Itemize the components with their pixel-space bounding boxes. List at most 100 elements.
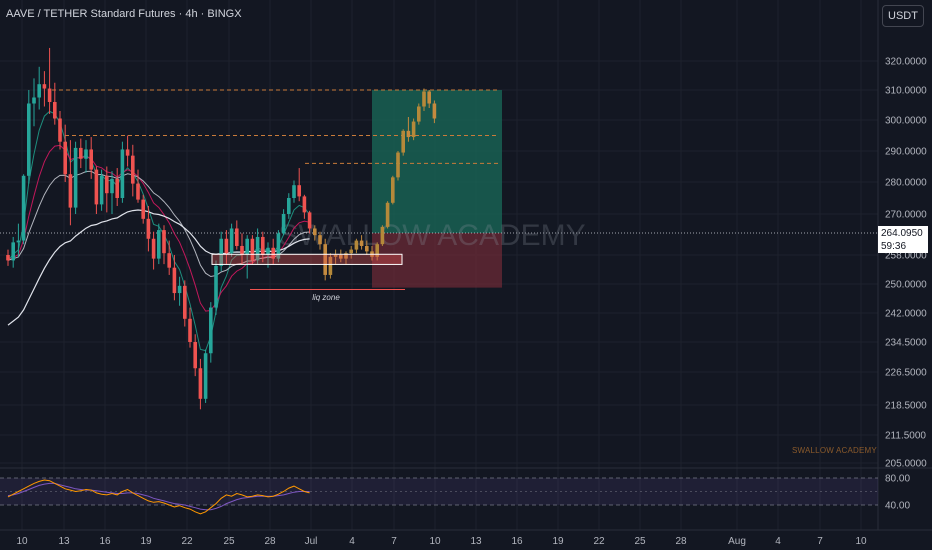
candle-body [219, 238, 223, 266]
candle-body [131, 155, 135, 184]
candle-body [183, 285, 187, 319]
candle-body [27, 103, 31, 176]
candle-body [281, 214, 286, 234]
candle-body [53, 102, 57, 119]
candle-body [297, 185, 301, 197]
price-tick-label: 242.0000 [885, 309, 927, 320]
time-tick-label: 10 [855, 536, 867, 547]
time-tick-label: 25 [223, 536, 235, 547]
last-price-value: 264.0950 [881, 228, 923, 239]
candle-body [157, 230, 161, 259]
candle-body [188, 318, 192, 342]
target-zone [372, 90, 502, 233]
time-tick-label: Jul [305, 536, 318, 547]
candle-body [89, 149, 93, 170]
price-tick-label: 218.5000 [885, 401, 927, 412]
candle-body [110, 178, 114, 194]
price-tick-label: 234.5000 [885, 338, 927, 349]
liq-zone-label: liq zone [312, 293, 340, 302]
candle-body [146, 218, 151, 239]
candle-body [58, 118, 62, 142]
candle-body [68, 174, 73, 208]
candle-body [73, 147, 78, 208]
time-tick-label: 25 [634, 536, 646, 547]
time-tick-label: 19 [552, 536, 564, 547]
projected-candle-body [365, 245, 369, 252]
projected-candle-body [328, 256, 333, 275]
projected-candle-body [318, 235, 322, 245]
candle-body [63, 141, 67, 175]
projected-candle-body [406, 130, 411, 138]
projected-candle-body [323, 244, 327, 275]
support-box [211, 253, 403, 265]
projected-candle-body [349, 249, 353, 254]
rsi-tick-label: 80.00 [885, 474, 910, 485]
candle-body [99, 175, 104, 205]
projected-candle-body [422, 91, 426, 107]
chart-title: AAVE / TETHER Standard Futures · 4h · BI… [6, 8, 242, 20]
candle-body [16, 240, 21, 243]
time-tick-label: 4 [349, 536, 355, 547]
price-tick-label: 270.0000 [885, 210, 927, 221]
candle-body [240, 245, 244, 255]
time-axis: 10 13 16 19 22 25 28 Jul 4 7 10 13 16 19 22 25 28 Aug 4 7 10 [0, 529, 932, 547]
projected-candle-body [396, 152, 400, 178]
candle-body [271, 247, 275, 259]
price-tick-label: 226.5000 [885, 368, 927, 379]
candle-body [307, 212, 312, 229]
projected-candle-body [313, 228, 317, 236]
projected-candle-body [380, 226, 385, 245]
candle-body [167, 253, 171, 268]
time-tick-label: 10 [16, 536, 28, 547]
projected-candle-body [432, 103, 437, 119]
time-tick-label: 13 [58, 536, 70, 547]
candle-body [287, 198, 291, 214]
candle-body [115, 178, 119, 198]
stop-zone [372, 233, 502, 288]
projected-candle-body [339, 255, 343, 259]
price-tick-label: 310.0000 [885, 86, 927, 97]
rsi-line [7, 479, 310, 515]
candle-body [203, 353, 208, 399]
time-tick-label: 4 [775, 536, 781, 547]
candle-body [6, 255, 10, 261]
candle-body [235, 228, 239, 246]
time-tick-label: 7 [817, 536, 823, 547]
price-tick-label: 258.0000 [885, 251, 927, 262]
candle-body [193, 342, 197, 369]
candle-body [32, 97, 36, 104]
time-tick-label: 16 [511, 536, 523, 547]
projected-candle-body [411, 121, 416, 138]
candle-body [250, 238, 255, 261]
price-tick-label: 320.0000 [885, 57, 927, 68]
price-tick-label: 290.0000 [885, 147, 927, 158]
currency-selector-button[interactable]: USDT [882, 5, 924, 27]
projected-candle-body [427, 91, 431, 104]
time-tick-label: 22 [181, 536, 193, 547]
candle-body [79, 147, 83, 159]
projected-candle-body [333, 255, 338, 257]
time-tick-label: 28 [675, 536, 687, 547]
candle-body [245, 238, 249, 255]
candle-body [229, 228, 234, 254]
projected-candle-body [344, 253, 348, 259]
time-tick-label: Aug [728, 536, 746, 547]
watermark-small: SWALLOW ACADEMY [792, 446, 877, 455]
candle-body [266, 247, 270, 255]
candle-body [21, 175, 26, 241]
candle-body [120, 149, 125, 198]
candle-body [94, 169, 99, 205]
time-tick-label: 22 [593, 536, 605, 547]
price-tick-label: 280.0000 [885, 178, 927, 189]
time-tick-label: 28 [264, 536, 276, 547]
candle-body [224, 238, 229, 254]
price-tick-label: 250.0000 [885, 280, 927, 291]
candle-body [261, 236, 265, 255]
candle-body [136, 183, 140, 200]
position-zones [372, 90, 502, 288]
last-price-tag: 264.0950 59:36 [878, 226, 928, 253]
time-tick-label: 10 [429, 536, 441, 547]
projected-candle-body [417, 106, 421, 122]
projected-candle-body [354, 240, 359, 250]
